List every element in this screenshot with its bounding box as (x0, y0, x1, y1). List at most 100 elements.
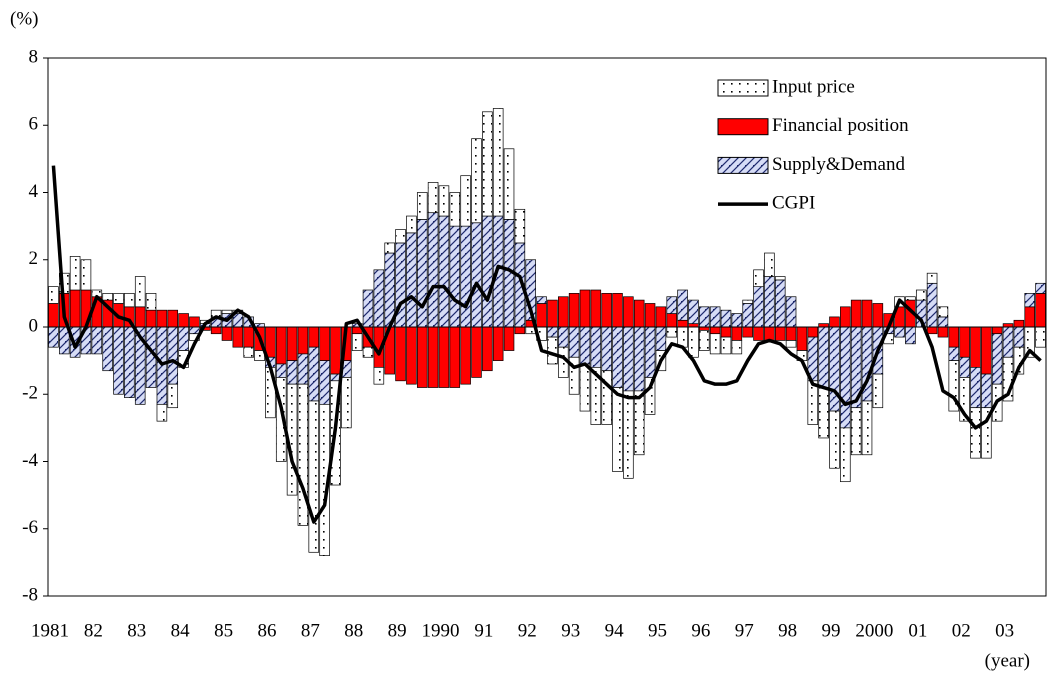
bar-segment (362, 346, 374, 358)
bar-segment (764, 276, 775, 328)
bar-segment (547, 326, 558, 338)
bar-segment (926, 272, 938, 284)
bar-segment (286, 326, 298, 361)
bar-segment (601, 370, 612, 425)
bar-segment (113, 326, 124, 395)
bar-segment (948, 346, 960, 361)
bar-segment (221, 326, 233, 341)
bar-segment (80, 259, 92, 291)
bar-segment (406, 326, 417, 385)
bar-segment (482, 111, 493, 217)
bar-segment (633, 390, 645, 456)
x-tick-label: 2000 (855, 620, 893, 641)
x-tick-label: 84 (171, 620, 191, 641)
bar-segment (438, 185, 450, 217)
bar-segment (156, 309, 168, 328)
x-tick-label: 02 (952, 620, 971, 641)
y-tick-label: 2 (29, 248, 39, 269)
bar-segment (557, 296, 569, 328)
bar-segment (482, 326, 493, 372)
y-tick-label: -2 (22, 383, 38, 404)
bar-segment (406, 215, 417, 234)
bar-segment (167, 309, 179, 328)
bar-segment (959, 356, 970, 378)
bar-segment (568, 356, 580, 395)
bar-segment (709, 306, 721, 328)
bar-segment (677, 326, 688, 348)
x-tick-label: 1981 (31, 620, 69, 641)
bar-segment (829, 410, 840, 469)
bar-segment (547, 299, 558, 328)
bar-segment (514, 326, 526, 335)
bar-segment (460, 175, 471, 227)
bar-segment (644, 303, 656, 328)
bar-segment (69, 289, 81, 328)
bar-segment (818, 326, 829, 388)
bar-segment (460, 225, 471, 328)
line-series (51, 165, 1042, 524)
bar-segment (427, 212, 439, 328)
x-tick-label: 1990 (422, 620, 460, 641)
bar-segment (937, 306, 949, 318)
bar-segment (1035, 326, 1046, 348)
bar-segment (753, 269, 764, 287)
bar-segment (623, 390, 634, 479)
legend-label: Input price (772, 76, 855, 97)
bar-segment (243, 346, 254, 358)
bar-segment (601, 326, 612, 372)
bar-segment (633, 326, 645, 392)
bar-segment (644, 377, 656, 415)
bar-segment (547, 336, 558, 365)
bar-segment (471, 138, 482, 224)
bar-segment (178, 326, 189, 351)
bar-segment (145, 293, 157, 311)
bar-segment (742, 326, 753, 338)
bar-segment (449, 225, 461, 328)
bar-segment (829, 326, 840, 412)
bar-segment (720, 336, 732, 355)
bar-segment (840, 326, 851, 429)
bar-segment (709, 333, 721, 355)
bar-segment (785, 340, 797, 348)
legend-label: CGPI (772, 192, 815, 213)
bar-segment (308, 400, 320, 553)
bar-segment (818, 323, 829, 328)
x-axis-label: (year) (985, 650, 1030, 671)
bar-segment (210, 326, 222, 335)
bar-segment (981, 407, 992, 459)
bar-segment (590, 289, 602, 328)
bar-segment (471, 326, 482, 378)
bar-segment (351, 333, 363, 351)
bar-segment (720, 326, 732, 338)
legend-label: Financial position (772, 115, 909, 136)
bar-segment (362, 289, 374, 328)
bar-segment (1013, 319, 1025, 328)
x-tick-label: 86 (257, 620, 276, 641)
bar-segment (1024, 306, 1036, 328)
bar-segment (655, 306, 667, 328)
y-axis-label: (%) (10, 8, 38, 29)
bar-segment (134, 276, 146, 308)
bar-segment (677, 289, 688, 321)
bar-segment (341, 377, 352, 429)
bar-segment (416, 219, 428, 328)
bar-segment (699, 330, 710, 351)
bar-segment (666, 296, 678, 314)
bar-segment (416, 192, 428, 220)
bar-segment (503, 148, 515, 220)
bar-segment (579, 363, 591, 412)
legend-label: Supply&Demand (772, 154, 905, 175)
bar-segment (124, 326, 135, 398)
bar-segment (395, 229, 406, 244)
x-tick-label: 91 (474, 620, 493, 641)
bar-segment (981, 326, 992, 375)
bar-segment (178, 313, 189, 328)
x-tick-label: 96 (691, 620, 710, 641)
bar-segment (438, 326, 450, 388)
bar-segment (764, 252, 775, 277)
bar-segment (720, 309, 732, 328)
bar-segment (557, 326, 569, 348)
x-tick-label: 92 (518, 620, 537, 641)
bar-segment (275, 363, 287, 378)
